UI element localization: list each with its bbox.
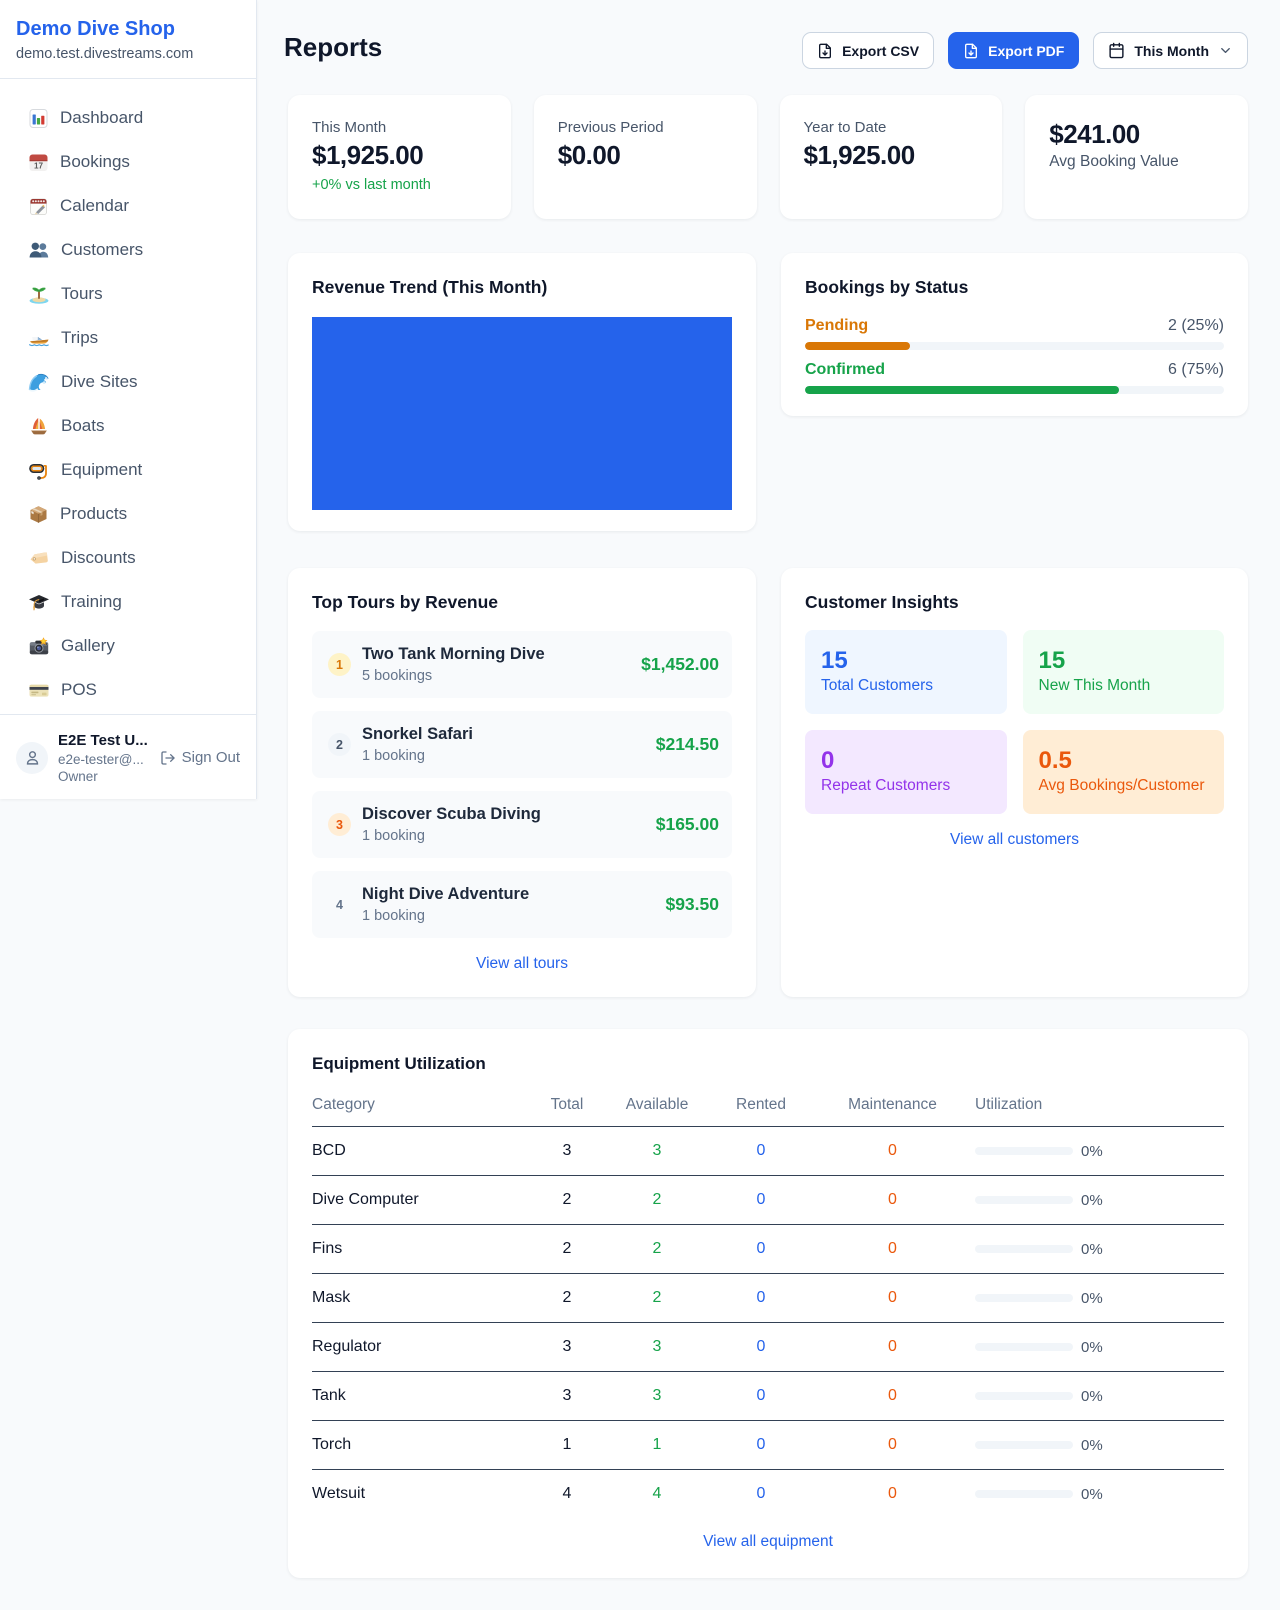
svg-text:17: 17 bbox=[34, 161, 44, 170]
